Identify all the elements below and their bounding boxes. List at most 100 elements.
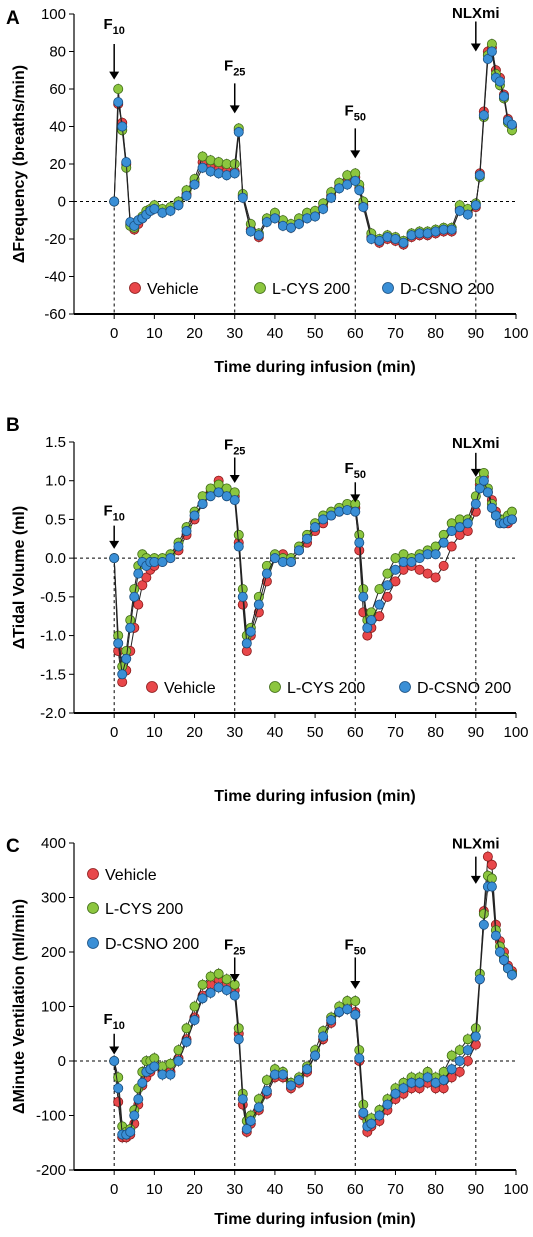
data-point (261, 217, 272, 228)
data-point (173, 1056, 184, 1067)
x-tick-label: 90 (467, 724, 484, 741)
data-point (414, 553, 425, 564)
x-tick-label: 0 (110, 724, 118, 741)
y-tick-label: -40 (44, 269, 66, 286)
data-point (241, 638, 252, 649)
data-point (197, 498, 208, 509)
annotation-label: NLXmi (452, 435, 500, 452)
legend-marker (399, 681, 411, 693)
annotation-label: F50 (345, 460, 366, 481)
x-tick-label: 100 (503, 325, 528, 342)
data-point (121, 157, 132, 168)
data-point (189, 1001, 200, 1012)
x-tick-label: 60 (347, 325, 364, 342)
legend-marker (254, 282, 266, 294)
annotation-label: F50 (345, 102, 366, 123)
x-tick-label: 70 (387, 724, 404, 741)
annotation-arrowhead (229, 105, 240, 114)
data-point (382, 1099, 393, 1110)
annotation-f50: F50 (345, 460, 366, 503)
data-point (318, 1031, 329, 1042)
annotation-label: NLXmi (452, 835, 500, 852)
data-point (269, 213, 280, 224)
data-point (358, 591, 369, 602)
data-point (454, 522, 465, 533)
data-point (366, 233, 377, 244)
data-point (342, 1004, 353, 1015)
annotation-arrowhead (350, 981, 361, 990)
data-point (117, 669, 128, 680)
data-point (366, 615, 377, 626)
data-point (213, 168, 224, 179)
data-point (326, 510, 337, 521)
data-point (374, 235, 385, 246)
annotation-arrowhead (470, 43, 481, 52)
data-point (109, 1056, 120, 1067)
data-point (362, 622, 373, 633)
data-point (334, 506, 345, 517)
data-point (354, 185, 365, 196)
data-point (350, 1009, 361, 1020)
data-point (133, 1094, 144, 1105)
data-point (294, 1075, 305, 1086)
data-point (390, 233, 401, 244)
x-tick-label: 80 (427, 325, 444, 342)
data-point (285, 1080, 296, 1091)
data-point (310, 522, 321, 533)
legend: Vehicle L-CYS 200 D-CSNO 200 (146, 680, 511, 697)
data-point (229, 168, 240, 179)
y-tick-label: -20 (44, 231, 66, 248)
data-point (390, 553, 401, 564)
data-point (478, 475, 489, 486)
data-point (137, 1077, 148, 1088)
series-line (113, 471, 513, 667)
annotation-label: F25 (224, 936, 245, 957)
annotation-f50: F50 (345, 936, 366, 990)
legend-label: L-CYS 200 (272, 281, 350, 298)
data-point (474, 483, 485, 494)
data-point (233, 1023, 244, 1034)
data-point (482, 851, 493, 862)
data-point (486, 502, 497, 513)
data-point (137, 580, 148, 591)
legend-label: D-CSNO 200 (417, 680, 511, 697)
data-point (318, 203, 329, 214)
data-point (414, 564, 425, 575)
data-point (165, 1069, 176, 1080)
data-point (498, 955, 509, 966)
legend-marker (146, 681, 158, 693)
data-point (261, 1075, 272, 1086)
annotation-label: F25 (224, 437, 245, 458)
data-point (422, 228, 433, 239)
data-point (113, 638, 124, 649)
data-point (462, 518, 473, 529)
data-point (374, 584, 385, 595)
legend-label: Vehicle (164, 680, 216, 697)
annotation-label: F10 (103, 503, 124, 524)
data-point (354, 537, 365, 548)
x-tick-label: 80 (427, 724, 444, 741)
data-point (506, 514, 517, 525)
data-point (374, 611, 385, 622)
x-tick-label: 30 (226, 325, 243, 342)
x-tick-label: 70 (387, 325, 404, 342)
data-point (205, 491, 216, 502)
y-tick-label: 20 (49, 156, 66, 173)
data-point (446, 224, 457, 235)
y-tick-label: -0.5 (40, 589, 66, 606)
data-point (125, 622, 136, 633)
annotation-arrowhead (109, 540, 120, 549)
y-tick-label: 80 (49, 44, 66, 61)
data-point (261, 1085, 272, 1096)
x-tick-label: 20 (186, 1181, 203, 1198)
y-tick-label: -2.0 (40, 705, 66, 722)
legend-marker (87, 868, 99, 880)
data-point (486, 881, 497, 892)
x-tick-label: 50 (307, 724, 324, 741)
data-point (113, 1072, 124, 1083)
data-point (117, 121, 128, 132)
data-point (245, 1115, 256, 1126)
data-point (382, 568, 393, 579)
x-tick-label: 30 (226, 1181, 243, 1198)
